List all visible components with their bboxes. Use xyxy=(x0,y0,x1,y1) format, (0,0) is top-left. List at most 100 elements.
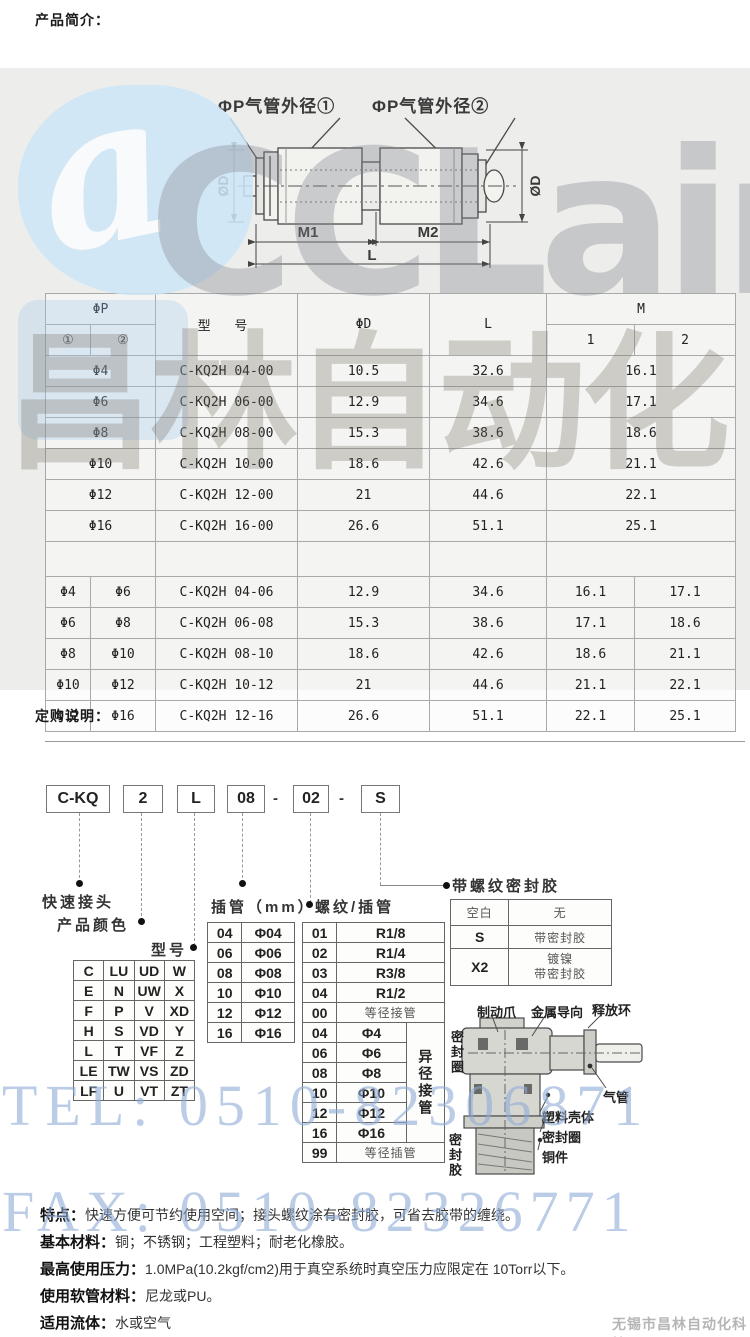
cell: 25.1 xyxy=(633,700,737,732)
cell: Φ10 xyxy=(90,638,156,670)
cell: 42.6 xyxy=(429,448,547,480)
label-brake-claw: 制动爪 xyxy=(477,1005,517,1020)
hdr-phi-p: ΦP xyxy=(45,293,156,325)
table-row: Φ4 Φ6 C-KQ2H 04-06 12.9 34.6 16.1 17.1 xyxy=(45,576,737,608)
cell: Φ4 xyxy=(45,576,91,608)
cell: 10.5 xyxy=(297,355,430,387)
table-row: Φ10 C-KQ2H 10-00 18.6 42.6 21.1 xyxy=(45,448,737,480)
cell: 等径接管 xyxy=(336,1002,445,1023)
cell: U xyxy=(103,1080,135,1101)
table-row: Φ16 C-KQ2H 16-00 26.6 51.1 25.1 xyxy=(45,510,737,542)
dim-od-left: ØD xyxy=(215,176,231,197)
diagram-label-2: ΦP气管外径② xyxy=(372,96,489,116)
connector-dot xyxy=(190,944,197,951)
cell: Φ8 xyxy=(336,1062,407,1083)
table-row: 空白无 xyxy=(449,899,612,926)
hdr-l: L xyxy=(429,293,547,356)
cell xyxy=(429,541,547,577)
cell: Φ6 xyxy=(90,576,156,608)
label-air-tube: 气管 xyxy=(603,1090,630,1105)
label-copper-part: 铜件 xyxy=(542,1150,569,1165)
label-thread-seal: 带螺纹密封胶 xyxy=(452,878,561,895)
cell: 22.1 xyxy=(633,669,737,701)
table-row: 06 Φ06 xyxy=(206,942,295,963)
label-product-color: 产品颜色 xyxy=(57,917,130,934)
spec-table: ΦP 型 号 ΦD L M ① ② 1 2 Φ4 C-KQ2H 04-00 10… xyxy=(45,293,737,732)
cell: 38.6 xyxy=(429,607,547,639)
connector-line xyxy=(310,813,311,903)
cell: E xyxy=(72,980,105,1001)
cell: 03 xyxy=(301,962,338,983)
cell: LE xyxy=(72,1060,105,1081)
cell: Φ8 xyxy=(45,417,156,449)
cell: Φ4 xyxy=(45,355,156,387)
cell: 无 xyxy=(508,899,612,926)
cell: S xyxy=(449,925,510,949)
cell: 15.3 xyxy=(297,607,430,639)
code-box-tube: 08 xyxy=(227,785,265,813)
cell: 21.1 xyxy=(633,638,737,670)
hdr-m: M xyxy=(545,293,737,325)
cell: 04 xyxy=(206,922,243,943)
seal-option-table: 空白无 S 带密封胶 X2 镀镍 带密封胶 xyxy=(449,899,612,986)
table-row: Φ12 C-KQ2H 12-00 21 44.6 22.1 xyxy=(45,479,737,511)
cell: Φ6 xyxy=(45,607,91,639)
cell: XD xyxy=(163,1000,196,1021)
cell: Φ4 xyxy=(336,1022,407,1043)
cell: VT xyxy=(133,1080,165,1101)
code-box-model: L xyxy=(177,785,215,813)
table-row: H S VD Y xyxy=(72,1020,196,1041)
cell: 10 xyxy=(301,1082,338,1103)
cell: F xyxy=(72,1000,105,1021)
cell: C-KQ2H 08-10 xyxy=(155,638,298,670)
table-row: 99 等径插管 xyxy=(301,1142,445,1163)
hdr-c2: ② xyxy=(90,324,156,356)
cell: H xyxy=(72,1020,105,1041)
cell: Φ8 xyxy=(90,607,156,639)
table-row: 00 等径接管 xyxy=(301,1002,445,1023)
code-dash: - xyxy=(273,790,278,807)
elbow-drawing xyxy=(461,1013,643,1175)
cell: ZD xyxy=(163,1060,196,1081)
cell: Φ04 xyxy=(241,922,295,943)
cell: Φ16 xyxy=(90,700,156,732)
cell xyxy=(545,541,737,577)
cell: 00 xyxy=(301,1002,338,1023)
cell: Φ16 xyxy=(45,510,156,542)
cell: 16.1 xyxy=(546,576,635,608)
cell: X xyxy=(163,980,196,1001)
table-row: 04 R1/2 xyxy=(301,982,445,1003)
label-release-ring: 释放环 xyxy=(592,1003,632,1018)
cell: Φ12 xyxy=(45,479,156,511)
cell: 18.6 xyxy=(297,638,430,670)
table-row: E N UW X xyxy=(72,980,196,1001)
cell: 34.6 xyxy=(429,386,547,418)
cell: C-KQ2H 12-00 xyxy=(155,479,298,511)
cell: 32.6 xyxy=(429,355,547,387)
table-row: 16 Φ16 xyxy=(206,1022,295,1043)
cell: 带密封胶 xyxy=(508,925,612,949)
cell: R1/4 xyxy=(336,942,445,963)
table-row: Φ8 C-KQ2H 08-00 15.3 38.6 18.6 xyxy=(45,417,737,449)
cell: 06 xyxy=(206,942,243,963)
cell: C-KQ2H 06-00 xyxy=(155,386,298,418)
cell: 12.9 xyxy=(297,576,430,608)
spec-label: 最高使用压力： xyxy=(40,1261,146,1278)
spec-line: 使用软管材料：尼龙或PU。 xyxy=(40,1285,740,1305)
label-seal-ring-right: 密封圈 xyxy=(542,1130,582,1145)
dim-l: L xyxy=(367,247,376,264)
company-name: 无锡市昌林自动化科技 xyxy=(612,1316,747,1337)
cell: R3/8 xyxy=(336,962,445,983)
table-row: LF U VT ZT xyxy=(72,1080,196,1101)
cell: 21.1 xyxy=(545,448,737,480)
table-row: X2 镀镍 带密封胶 xyxy=(449,948,612,986)
intro-title: 产品简介： xyxy=(35,12,110,28)
hdr-m2: 2 xyxy=(633,324,737,356)
connector-dot xyxy=(76,880,83,887)
connector-dot xyxy=(306,901,313,908)
cell: 08 xyxy=(301,1062,338,1083)
cell: 25.1 xyxy=(545,510,737,542)
cell: 镀镍 带密封胶 xyxy=(508,948,612,986)
hdr-m1: 1 xyxy=(546,324,635,356)
